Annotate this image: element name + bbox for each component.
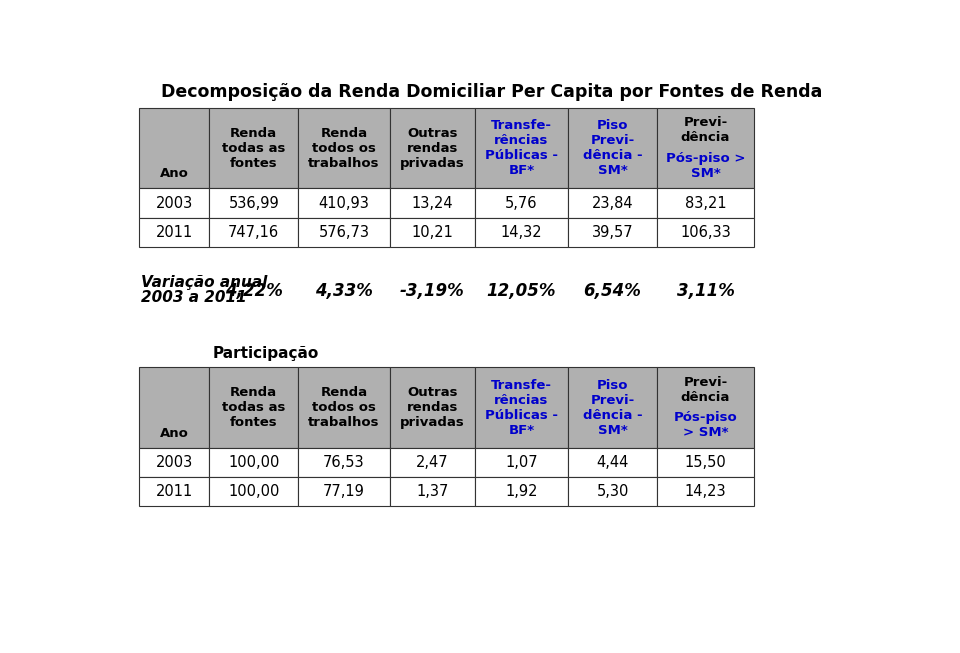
Bar — [475, 477, 568, 507]
Bar — [139, 477, 209, 507]
Text: 12,05%: 12,05% — [487, 282, 556, 300]
Text: 83,21: 83,21 — [684, 196, 727, 211]
Text: 536,99: 536,99 — [228, 196, 279, 211]
Text: 2011: 2011 — [156, 485, 193, 500]
Text: 6,54%: 6,54% — [584, 282, 641, 300]
Bar — [139, 189, 209, 217]
Bar — [209, 217, 299, 247]
Text: 4,22%: 4,22% — [225, 282, 282, 300]
Bar — [568, 189, 657, 217]
Bar — [299, 217, 390, 247]
Text: 23,84: 23,84 — [591, 196, 634, 211]
Text: Renda
todas as
fontes: Renda todas as fontes — [222, 127, 285, 170]
Bar — [390, 108, 475, 189]
Text: 14,23: 14,23 — [684, 485, 727, 500]
Text: 15,50: 15,50 — [684, 455, 727, 470]
Bar — [657, 477, 754, 507]
Bar — [139, 448, 209, 477]
Bar — [475, 367, 568, 448]
Text: Transfe-
rências
Públicas -
BF*: Transfe- rências Públicas - BF* — [485, 119, 558, 177]
Bar — [390, 189, 475, 217]
Text: 106,33: 106,33 — [680, 225, 731, 240]
Bar — [139, 108, 209, 189]
Text: 2003: 2003 — [156, 196, 193, 211]
Bar — [209, 448, 299, 477]
Text: 4,44: 4,44 — [596, 455, 629, 470]
Text: 1,92: 1,92 — [505, 485, 538, 500]
Bar — [657, 108, 754, 189]
Bar — [209, 477, 299, 507]
Bar — [390, 448, 475, 477]
Text: 2011: 2011 — [156, 225, 193, 240]
Text: 100,00: 100,00 — [228, 485, 279, 500]
Bar — [568, 217, 657, 247]
Text: 77,19: 77,19 — [323, 485, 365, 500]
Bar — [299, 448, 390, 477]
Bar — [657, 217, 754, 247]
Bar — [139, 367, 209, 448]
Text: 1,37: 1,37 — [416, 485, 448, 500]
Text: Piso
Previ-
dência -
SM*: Piso Previ- dência - SM* — [583, 379, 642, 437]
Text: 4,33%: 4,33% — [315, 282, 372, 300]
Text: 14,32: 14,32 — [500, 225, 542, 240]
Text: Ano: Ano — [159, 427, 189, 440]
Text: Outras
rendas
privadas: Outras rendas privadas — [400, 127, 465, 170]
Text: 1,07: 1,07 — [505, 455, 538, 470]
Text: Renda
todos os
trabalhos: Renda todos os trabalhos — [308, 386, 380, 429]
Text: -3,19%: -3,19% — [400, 282, 465, 300]
Text: Transfe-
rências
Públicas -
BF*: Transfe- rências Públicas - BF* — [485, 379, 558, 437]
Text: 100,00: 100,00 — [228, 455, 279, 470]
Text: 576,73: 576,73 — [319, 225, 370, 240]
Bar — [568, 448, 657, 477]
Text: Piso
Previ-
dência -
SM*: Piso Previ- dência - SM* — [583, 119, 642, 177]
Text: 76,53: 76,53 — [324, 455, 365, 470]
Text: Ano: Ano — [159, 167, 189, 180]
Text: Decomposição da Renda Domiciliar Per Capita por Fontes de Renda: Decomposição da Renda Domiciliar Per Cap… — [161, 83, 823, 101]
Text: 5,30: 5,30 — [596, 485, 629, 500]
Bar — [657, 448, 754, 477]
Bar — [139, 217, 209, 247]
Text: 13,24: 13,24 — [412, 196, 453, 211]
Bar — [299, 108, 390, 189]
Bar — [475, 448, 568, 477]
Bar — [209, 367, 299, 448]
Bar — [390, 367, 475, 448]
Text: 5,76: 5,76 — [505, 196, 538, 211]
Text: 2,47: 2,47 — [416, 455, 448, 470]
Bar — [657, 367, 754, 448]
Text: Variação anual: Variação anual — [141, 275, 267, 290]
Bar — [299, 477, 390, 507]
Text: Renda
todas as
fontes: Renda todas as fontes — [222, 386, 285, 429]
Bar — [568, 367, 657, 448]
Text: 2003 a 2011: 2003 a 2011 — [141, 290, 247, 305]
Text: Outras
rendas
privadas: Outras rendas privadas — [400, 386, 465, 429]
Bar — [475, 189, 568, 217]
Bar — [299, 189, 390, 217]
Text: 10,21: 10,21 — [412, 225, 453, 240]
Text: 747,16: 747,16 — [228, 225, 279, 240]
Text: 2003: 2003 — [156, 455, 193, 470]
Bar — [568, 477, 657, 507]
Bar — [475, 217, 568, 247]
Bar — [299, 367, 390, 448]
Text: 3,11%: 3,11% — [677, 282, 734, 300]
Bar — [657, 189, 754, 217]
Text: 39,57: 39,57 — [591, 225, 634, 240]
Text: Renda
todos os
trabalhos: Renda todos os trabalhos — [308, 127, 380, 170]
Text: Pós-piso
> SM*: Pós-piso > SM* — [674, 411, 737, 439]
Bar — [390, 217, 475, 247]
Text: Previ-
dência: Previ- dência — [681, 375, 731, 404]
Bar — [390, 477, 475, 507]
Text: Pós-piso >
SM*: Pós-piso > SM* — [666, 152, 745, 180]
Text: 410,93: 410,93 — [319, 196, 370, 211]
Text: Previ-
dência: Previ- dência — [681, 116, 731, 144]
Text: Participação: Participação — [213, 346, 320, 361]
Bar — [475, 108, 568, 189]
Bar — [209, 108, 299, 189]
Bar — [209, 189, 299, 217]
Bar — [568, 108, 657, 189]
